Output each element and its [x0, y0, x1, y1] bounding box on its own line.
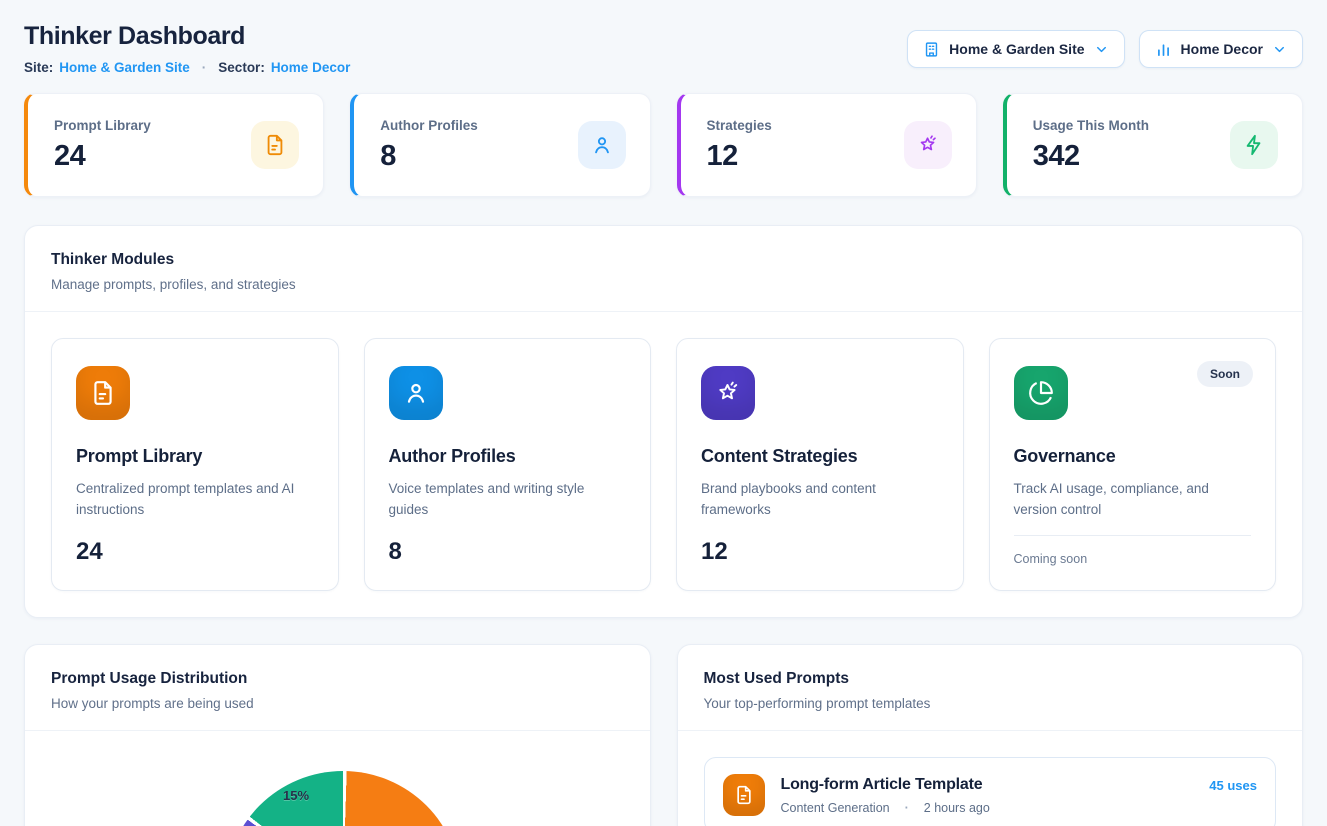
- prompt-time: 2 hours ago: [923, 800, 990, 815]
- bottom-row: Prompt Usage Distribution How your promp…: [24, 644, 1303, 826]
- stat-card-prompt-library[interactable]: Prompt Library 24: [24, 93, 325, 197]
- module-count: 8: [388, 538, 402, 565]
- header-left: Thinker Dashboard Site: Home & Garden Si…: [24, 22, 350, 75]
- prompt-list: Long-form Article Template Content Gener…: [678, 731, 1303, 826]
- stat-card-author-profiles[interactable]: Author Profiles 8: [350, 93, 651, 197]
- stat-label: Prompt Library: [54, 117, 151, 133]
- module-count: 24: [76, 538, 103, 565]
- breadcrumb-separator: ·: [201, 60, 207, 75]
- chevron-down-icon: [1094, 42, 1109, 57]
- donut-chart-area: 15%: [25, 731, 650, 826]
- document-icon: [76, 366, 130, 420]
- soon-badge: Soon: [1197, 361, 1253, 387]
- modules-grid: Prompt Library Centralized prompt templa…: [25, 312, 1302, 617]
- meta-separator: ·: [904, 800, 909, 815]
- site-link[interactable]: Home & Garden Site: [59, 60, 190, 75]
- modules-panel-header: Thinker Modules Manage prompts, profiles…: [25, 226, 1302, 312]
- most-used-prompts-card: Most Used Prompts Your top-performing pr…: [676, 644, 1303, 826]
- document-icon: [251, 121, 300, 169]
- list-item-prompt[interactable]: Long-form Article Template Content Gener…: [703, 757, 1276, 826]
- modules-panel-subtitle: Manage prompts, profiles, and strategies: [51, 277, 296, 292]
- prompt-usage-card: Prompt Usage Distribution How your promp…: [24, 644, 651, 826]
- module-title: Governance: [1013, 446, 1116, 466]
- building-icon: [923, 41, 940, 58]
- page-header: Thinker Dashboard Site: Home & Garden Si…: [24, 22, 1303, 75]
- pie-chart-icon: [1013, 366, 1068, 420]
- stats-row: Prompt Library 24 Author Profiles 8 Stra…: [24, 93, 1303, 197]
- site-label: Site:: [24, 60, 54, 75]
- module-title: Prompt Library: [76, 446, 203, 466]
- prompt-title: Long-form Article Template: [780, 775, 983, 793]
- user-icon: [577, 121, 626, 169]
- sector-selector-value: Home Decor: [1180, 41, 1263, 57]
- prompts-card-title: Most Used Prompts: [703, 670, 850, 687]
- page-title: Thinker Dashboard: [24, 22, 246, 50]
- module-card-prompt-library[interactable]: Prompt Library Centralized prompt templa…: [51, 338, 339, 591]
- sparkle-star-icon: [701, 366, 755, 420]
- module-description: Centralized prompt templates and AI inst…: [76, 481, 295, 517]
- prompt-uses-badge: 45 uses: [1209, 778, 1257, 793]
- module-description: Brand playbooks and content frameworks: [701, 481, 876, 517]
- lightning-icon: [1230, 121, 1278, 169]
- site-selector-dropdown[interactable]: Home & Garden Site: [907, 30, 1125, 68]
- divider: [1013, 535, 1251, 536]
- stat-value: 342: [1032, 139, 1080, 172]
- prompt-meta: Content Generation · 2 hours ago: [781, 801, 1194, 815]
- document-icon: [722, 774, 765, 816]
- stat-label: Usage This Month: [1032, 117, 1150, 133]
- stat-value: 8: [380, 139, 396, 172]
- prompts-card-subtitle: Your top-performing prompt templates: [703, 696, 931, 711]
- donut-chart[interactable]: [225, 771, 461, 826]
- stat-label: Strategies: [706, 117, 772, 133]
- bar-chart-icon: [1155, 41, 1172, 58]
- module-count: 12: [701, 538, 728, 565]
- prompts-card-header: Most Used Prompts Your top-performing pr…: [677, 645, 1302, 731]
- chevron-down-icon: [1272, 42, 1287, 57]
- breadcrumb: Site: Home & Garden Site · Sector: Home …: [24, 60, 350, 75]
- modules-panel-title: Thinker Modules: [51, 251, 175, 268]
- module-card-content-strategies[interactable]: Content Strategies Brand playbooks and c…: [676, 338, 964, 591]
- user-icon: [388, 366, 443, 420]
- site-selector-value: Home & Garden Site: [949, 41, 1085, 57]
- thinker-modules-panel: Thinker Modules Manage prompts, profiles…: [24, 225, 1303, 618]
- sector-label: Sector:: [218, 60, 265, 75]
- stat-card-usage[interactable]: Usage This Month 342: [1002, 93, 1303, 197]
- stat-value: 24: [54, 139, 86, 172]
- module-title: Author Profiles: [388, 446, 516, 466]
- sector-selector-dropdown[interactable]: Home Decor: [1138, 30, 1303, 68]
- donut-slice-label: 15%: [282, 788, 310, 803]
- coming-soon-text: Coming soon: [1013, 552, 1088, 566]
- module-card-governance[interactable]: Soon Governance Track AI usage, complian…: [988, 338, 1276, 591]
- usage-card-title: Prompt Usage Distribution: [51, 670, 248, 687]
- module-description: Voice templates and writing style guides: [388, 481, 585, 517]
- sector-link[interactable]: Home Decor: [270, 60, 351, 75]
- module-description: Track AI usage, compliance, and version …: [1013, 481, 1209, 517]
- stat-value: 12: [706, 139, 739, 172]
- stat-label: Author Profiles: [380, 117, 478, 133]
- sparkle-star-icon: [903, 121, 952, 169]
- header-actions: Home & Garden Site Home Decor: [907, 30, 1303, 68]
- usage-card-header: Prompt Usage Distribution How your promp…: [25, 645, 650, 731]
- module-card-author-profiles[interactable]: Author Profiles Voice templates and writ…: [363, 338, 651, 591]
- usage-card-subtitle: How your prompts are being used: [51, 696, 254, 711]
- stat-card-strategies[interactable]: Strategies 12: [676, 93, 977, 197]
- module-title: Content Strategies: [701, 446, 858, 466]
- prompt-category: Content Generation: [780, 800, 890, 815]
